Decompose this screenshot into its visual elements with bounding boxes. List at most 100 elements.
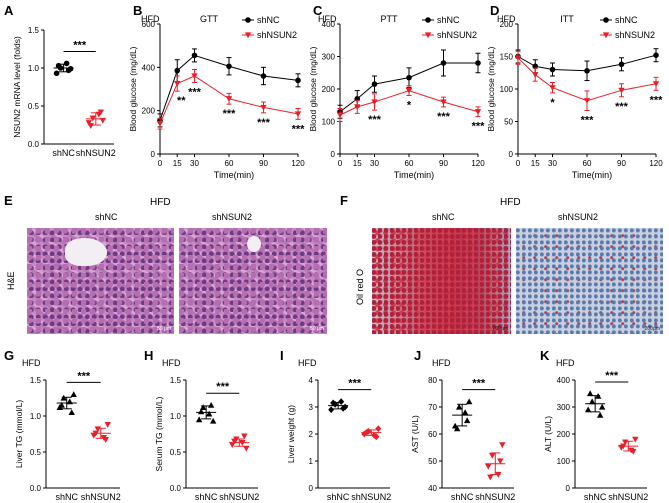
chart-d-ytick-label: 100 (500, 85, 514, 94)
chart-h-point-shnsun2 (241, 433, 248, 440)
chart-i-ytick-label: 1 (309, 457, 314, 466)
chart-k-significance: *** (605, 370, 619, 382)
chart-b-ytick-label: 600 (142, 20, 156, 29)
chart-i-point-shnc (342, 403, 349, 411)
chart-g-category-label: shNSUN2 (81, 492, 121, 502)
chart-h-ytick-label: 1.5 (170, 376, 182, 385)
chart-d-legend-marker-shnsun2 (602, 32, 610, 39)
chart-b-point-shnsun2 (225, 96, 233, 102)
chart-c-title: PTT (381, 14, 399, 24)
chart-i-ytick-label: 4 (309, 376, 314, 385)
chart-d-line-shnsun2 (517, 57, 657, 102)
chart-j-point-shnsun2 (489, 453, 496, 459)
chart-h-point-shnsun2 (231, 438, 238, 445)
panel-e-title: HFD (150, 197, 171, 208)
he-image-shnsun2: 50 μm (179, 228, 327, 334)
chart-b-xtick-label: 120 (291, 159, 305, 168)
chart-b-point-shnc (260, 73, 267, 79)
chart-k-category-label: shNSUN2 (608, 492, 648, 502)
chart-h-hfd-label: HFD (162, 358, 181, 368)
chart-k-ytick-label: 0 (566, 484, 571, 493)
panel-letter-f: F (340, 193, 348, 208)
chart-b-ylabel: Blood glucose (mg/dL) (128, 46, 138, 131)
chart-b-line-shnc (159, 54, 299, 121)
chart-b-xtick-label: 15 (173, 159, 182, 168)
chart-b-point-shnc (191, 52, 198, 59)
scale-bar-e1: 50 μm (157, 326, 171, 332)
chart-d-xlabel: Time(min) (572, 170, 612, 180)
chart-d-significance: *** (650, 94, 664, 106)
chart-b-title: GTT (200, 14, 218, 24)
panel-letter-c: C (313, 3, 323, 18)
chart-a-point-shnc (53, 70, 60, 77)
chart-j-point-shnc (455, 403, 463, 410)
chart-a-ytick-label: 0.0 (28, 140, 40, 149)
chart-j-significance: *** (472, 378, 486, 390)
chart-i-ytick-label: 3 (309, 403, 314, 412)
chart-k-point-shnsun2 (630, 448, 637, 455)
chart-b-hfd-label: HFD (141, 14, 160, 24)
chart-k-ytick-label: 300 (557, 403, 571, 412)
scale-bar-e2: 50 μm (310, 326, 324, 332)
panel-f-title: HFD (500, 197, 521, 208)
chart-k-category-label: shNC (584, 492, 607, 502)
chart-j-hfd-label: HFD (432, 358, 451, 368)
chart-d-point-shnsun2 (618, 87, 625, 94)
chart-b-significance: *** (257, 117, 271, 129)
panel-e-col-shnsun2: shNSUN2 (212, 212, 253, 222)
chart-b-xtick-label: 60 (225, 159, 234, 168)
chart-i-ytick-label: 2 (309, 430, 314, 439)
chart-c-ytick-label: 400 (322, 20, 336, 29)
chart-c-point-shnsun2 (336, 112, 344, 119)
chart-d-point-shnc (532, 63, 539, 70)
chart-j-point-shnsun2 (499, 442, 506, 448)
chart-d-point-shnc (653, 52, 659, 58)
chart-j-ytick-label: 80 (428, 376, 437, 385)
chart-a-ylabel: NSUN2 mRNA level (folds) (12, 36, 22, 138)
chart-h-point-shnc (207, 402, 215, 408)
chart-i-point-shnc (338, 398, 345, 405)
chart-j-point-shnc (461, 409, 469, 415)
chart-j-point-shnc (465, 398, 473, 405)
chart-k-point-shnc (588, 398, 596, 405)
chart-a-point-shnsun2 (87, 123, 94, 129)
chart-j-point-shnc (453, 425, 461, 432)
chart-d-point-shnc (549, 66, 556, 73)
chart-c-point-shnc (475, 60, 481, 66)
panel-letter-i: I (280, 348, 284, 363)
chart-d-xtick-label: 0 (516, 159, 521, 168)
oil-red-image-shnc: 200μm (372, 228, 511, 334)
chart-d-legend-marker-shnc (603, 17, 609, 23)
chart-b-point-shnc (174, 67, 181, 74)
chart-j-ytick-label: 50 (428, 457, 437, 466)
chart-d-point-shnsun2 (549, 85, 556, 91)
chart-g-ytick-label: 0.5 (30, 448, 42, 457)
chart-b-point-shnc (295, 77, 301, 84)
chart-b-point-shnsun2 (260, 104, 267, 111)
chart-c-xtick-label: 120 (471, 159, 485, 168)
panel-letter-a: A (4, 3, 14, 18)
chart-k-ytick-label: 400 (557, 376, 571, 385)
chart-b-xlabel: Time(min) (214, 170, 254, 180)
chart-d-ylabel: Blood glucose (mg/dL) (486, 46, 496, 131)
oil-red-image-shnsun2: 200μm (516, 228, 663, 334)
chart-j-point-shnsun2 (487, 474, 494, 481)
chart-h-significance: *** (216, 381, 230, 393)
chart-j-ytick-label: 40 (428, 484, 437, 493)
chart-h-category-label: shNC (195, 492, 218, 502)
chart-d-xtick-label: 90 (617, 159, 626, 168)
chart-c-legend-marker-shnsun2 (424, 32, 432, 39)
chart-b-significance: *** (188, 87, 202, 99)
chart-c-legend-label-shnsun2: shNSUN2 (437, 30, 477, 40)
chart-h-point-shnc (209, 417, 217, 424)
vessel-lumen (65, 238, 107, 266)
chart-j-ytick-label: 60 (428, 430, 437, 439)
chart-k-point-shnc (596, 411, 604, 418)
chart-b-xtick-label: 0 (158, 159, 163, 168)
chart-c-significance: *** (472, 121, 486, 133)
panel-letter-b: B (133, 3, 143, 18)
chart-i-point-shnc (340, 404, 347, 412)
chart-k-ytick-label: 100 (557, 457, 571, 466)
chart-b-xtick-label: 90 (259, 159, 268, 168)
panel-letter-h: H (144, 348, 154, 363)
